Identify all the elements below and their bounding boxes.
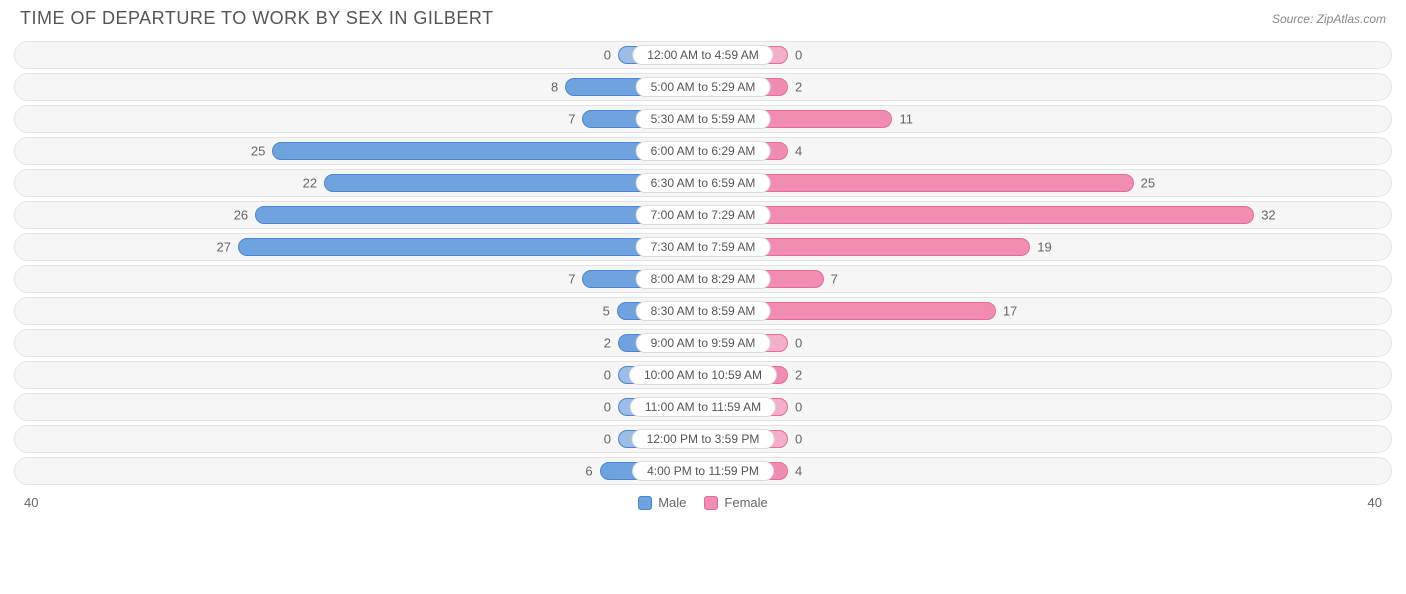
chart-row: 26327:00 AM to 7:29 AM [14, 201, 1392, 229]
male-value: 7 [568, 272, 583, 287]
row-label: 12:00 AM to 4:59 AM [632, 45, 773, 65]
female-value: 25 [1133, 176, 1155, 191]
legend-female: Female [704, 495, 767, 510]
female-value: 2 [787, 80, 802, 95]
female-value: 0 [787, 48, 802, 63]
row-label: 8:00 AM to 8:29 AM [636, 269, 771, 289]
row-label: 5:30 AM to 5:59 AM [636, 109, 771, 129]
chart-footer: 40 Male Female 40 [0, 489, 1406, 510]
row-label: 7:00 AM to 7:29 AM [636, 205, 771, 225]
female-value: 4 [787, 144, 802, 159]
chart-row: 27 19 7:30 AM to 7:59 AM [14, 233, 1392, 261]
row-label: 6:30 AM to 6:59 AM [636, 173, 771, 193]
male-value: 2 [604, 336, 619, 351]
row-label: 7:30 AM to 7:59 AM [636, 237, 771, 257]
female-value: 0 [787, 336, 802, 351]
female-value: 4 [787, 464, 802, 479]
male-value: 8 [551, 80, 566, 95]
chart-header: TIME OF DEPARTURE TO WORK BY SEX IN GILB… [0, 0, 1406, 41]
male-value: 0 [604, 400, 619, 415]
legend-male: Male [638, 495, 686, 510]
chart-source: Source: ZipAtlas.com [1272, 12, 1386, 26]
female-value: 0 [787, 432, 802, 447]
chart-title: TIME OF DEPARTURE TO WORK BY SEX IN GILB… [20, 8, 494, 29]
chart-row: 0 0 12:00 PM to 3:59 PM [14, 425, 1392, 453]
female-value: 19 [1029, 240, 1051, 255]
male-value: 5 [603, 304, 618, 319]
chart-row: 7 7 8:00 AM to 8:29 AM [14, 265, 1392, 293]
male-value: 6 [585, 464, 600, 479]
chart-row: 25 4 6:00 AM to 6:29 AM [14, 137, 1392, 165]
female-value: 2 [787, 368, 802, 383]
chart-row: 2 0 9:00 AM to 9:59 AM [14, 329, 1392, 357]
row-label: 5:00 AM to 5:29 AM [636, 77, 771, 97]
male-value: 25 [251, 144, 273, 159]
chart-row: 5 17 8:30 AM to 8:59 AM [14, 297, 1392, 325]
female-value: 0 [787, 400, 802, 415]
chart-area: 0 0 12:00 AM to 4:59 AM 8 2 5:00 AM to 5:29 A… [0, 41, 1406, 485]
female-value: 7 [823, 272, 838, 287]
row-label: 9:00 AM to 9:59 AM [636, 333, 771, 353]
legend-male-label: Male [658, 495, 686, 510]
male-value: 0 [604, 48, 619, 63]
female-value: 32 [1253, 208, 1275, 223]
row-label: 6:00 AM to 6:29 AM [636, 141, 771, 161]
male-value: 26 [234, 208, 256, 223]
male-value: 7 [568, 112, 583, 127]
axis-max-right: 40 [1368, 495, 1382, 510]
legend-female-swatch [704, 496, 718, 510]
chart-row: 0 0 12:00 AM to 4:59 AM [14, 41, 1392, 69]
chart-row: 22 25 6:30 AM to 6:59 AM [14, 169, 1392, 197]
male-bar: 27 [238, 238, 703, 256]
female-bar: 32 [703, 206, 1254, 224]
male-value: 0 [604, 368, 619, 383]
male-value: 0 [604, 432, 619, 447]
chart-row: 0 0 11:00 AM to 11:59 AM [14, 393, 1392, 421]
male-value: 27 [216, 240, 238, 255]
axis-max-left: 40 [24, 495, 38, 510]
legend: Male Female [638, 495, 768, 510]
row-label: 11:00 AM to 11:59 AM [630, 397, 776, 417]
row-label: 10:00 AM to 10:59 AM [629, 365, 777, 385]
chart-row: 8 2 5:00 AM to 5:29 AM [14, 73, 1392, 101]
legend-male-swatch [638, 496, 652, 510]
row-label: 4:00 PM to 11:59 PM [632, 461, 774, 481]
chart-row: 6 4 4:00 PM to 11:59 PM [14, 457, 1392, 485]
chart-row: 0 2 10:00 AM to 10:59 AM [14, 361, 1392, 389]
female-value: 11 [891, 112, 913, 127]
row-label: 8:30 AM to 8:59 AM [636, 301, 771, 321]
row-label: 12:00 PM to 3:59 PM [632, 429, 775, 449]
chart-row: 7 11 5:30 AM to 5:59 AM [14, 105, 1392, 133]
male-value: 22 [303, 176, 325, 191]
female-value: 17 [995, 304, 1017, 319]
legend-female-label: Female [724, 495, 767, 510]
